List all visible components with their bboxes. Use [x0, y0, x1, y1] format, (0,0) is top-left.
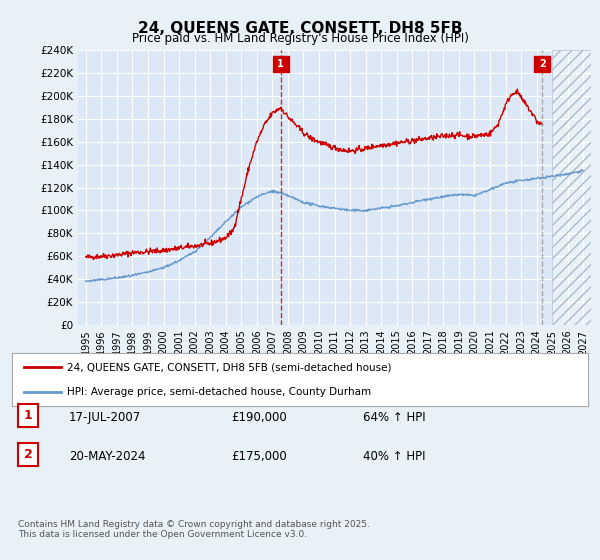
- Text: 24, QUEENS GATE, CONSETT, DH8 5FB: 24, QUEENS GATE, CONSETT, DH8 5FB: [138, 21, 462, 36]
- Text: 17-JUL-2007: 17-JUL-2007: [69, 410, 141, 424]
- Text: 2: 2: [539, 59, 546, 69]
- Text: 20-MAY-2024: 20-MAY-2024: [69, 450, 146, 463]
- Text: HPI: Average price, semi-detached house, County Durham: HPI: Average price, semi-detached house,…: [67, 386, 371, 396]
- Text: 1: 1: [277, 59, 284, 69]
- Text: £190,000: £190,000: [231, 410, 287, 424]
- Text: 40% ↑ HPI: 40% ↑ HPI: [363, 450, 425, 463]
- Text: 2: 2: [24, 448, 32, 461]
- Text: 64% ↑ HPI: 64% ↑ HPI: [363, 410, 425, 424]
- Text: 1: 1: [24, 409, 32, 422]
- Text: £175,000: £175,000: [231, 450, 287, 463]
- Text: Price paid vs. HM Land Registry's House Price Index (HPI): Price paid vs. HM Land Registry's House …: [131, 32, 469, 45]
- Text: 24, QUEENS GATE, CONSETT, DH8 5FB (semi-detached house): 24, QUEENS GATE, CONSETT, DH8 5FB (semi-…: [67, 362, 391, 372]
- Bar: [552, 50, 591, 325]
- Text: Contains HM Land Registry data © Crown copyright and database right 2025.
This d: Contains HM Land Registry data © Crown c…: [18, 520, 370, 539]
- Bar: [552, 50, 591, 325]
